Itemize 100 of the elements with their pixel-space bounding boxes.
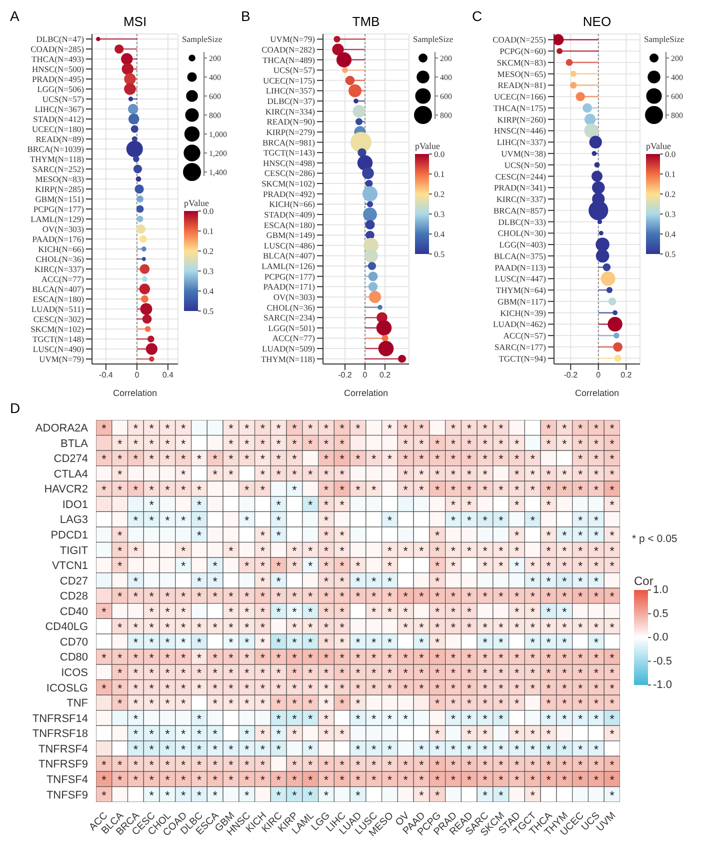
data-label: * bbox=[324, 681, 329, 696]
y-tick-label: PAAD(N=113) bbox=[494, 262, 546, 272]
data-label: * bbox=[133, 742, 138, 757]
data-label: * bbox=[276, 498, 282, 512]
data-label: * bbox=[180, 482, 186, 497]
data-label: * bbox=[324, 467, 329, 482]
legend-label: 400 bbox=[671, 73, 683, 82]
data-label: * bbox=[546, 696, 552, 711]
data-label: * bbox=[514, 467, 520, 482]
legend-label: 200 bbox=[671, 54, 683, 63]
data-label: * bbox=[196, 498, 202, 512]
data-label: * bbox=[292, 559, 298, 574]
data-label: * bbox=[419, 482, 424, 497]
data-label: * bbox=[196, 712, 202, 726]
data-label: * bbox=[276, 513, 282, 528]
data-label: * bbox=[403, 590, 408, 604]
y-tick-label: KICH(N=66) bbox=[269, 199, 316, 210]
chart-title: MSI bbox=[122, 14, 148, 29]
data-label: * bbox=[419, 666, 424, 680]
data-label: * bbox=[324, 620, 329, 634]
color-bar-label: 0.3 bbox=[665, 209, 676, 219]
y-tick-label: CTLA4 bbox=[54, 468, 88, 480]
data-label: * bbox=[117, 681, 122, 696]
data-label: * bbox=[149, 498, 154, 512]
data-label: * bbox=[196, 773, 202, 788]
data-label: * bbox=[450, 436, 456, 451]
data-label: * bbox=[228, 758, 234, 772]
data-label: * bbox=[308, 498, 314, 512]
data-label: * bbox=[482, 696, 488, 711]
data-label: * bbox=[610, 452, 615, 466]
y-tick-label: ESCA(N=180) bbox=[264, 220, 316, 230]
data-label: * bbox=[403, 681, 408, 696]
color-bar-label: 0.4 bbox=[665, 229, 676, 239]
x-axis-title: Correlation bbox=[112, 388, 158, 398]
data-label: * bbox=[578, 452, 583, 466]
data-label: * bbox=[403, 620, 408, 634]
data-label: * bbox=[450, 681, 456, 696]
data-label: * bbox=[117, 620, 122, 634]
data-label: * bbox=[196, 681, 202, 696]
data-label: * bbox=[308, 467, 314, 482]
data-label: * bbox=[435, 528, 440, 543]
data-label: * bbox=[419, 422, 424, 436]
data-label: * bbox=[372, 452, 377, 466]
data-label: * bbox=[435, 788, 440, 802]
data-label: * bbox=[276, 559, 282, 574]
data-label: * bbox=[403, 467, 408, 482]
y-tick-label: KICH(N=39) bbox=[500, 308, 546, 318]
data-label: * bbox=[403, 666, 408, 680]
data-label: * bbox=[212, 758, 218, 772]
data-label: * bbox=[324, 788, 329, 802]
data-label: * bbox=[466, 436, 472, 451]
data-label: * bbox=[530, 650, 536, 665]
data-label: * bbox=[308, 696, 314, 711]
data-label: * bbox=[196, 636, 202, 650]
data-label: * bbox=[244, 436, 250, 451]
data-label: * bbox=[466, 605, 472, 619]
data-label: * bbox=[308, 636, 314, 650]
data-label: * bbox=[260, 666, 266, 680]
data-label: * bbox=[578, 650, 583, 665]
data-label: * bbox=[340, 422, 345, 436]
y-tick-label: BLCA(N=375) bbox=[494, 250, 546, 261]
data-label: * bbox=[292, 544, 298, 558]
data-label: * bbox=[546, 681, 552, 696]
data-label: * bbox=[578, 666, 583, 680]
data-label: * bbox=[133, 544, 138, 558]
data-label: * bbox=[546, 590, 552, 604]
y-tick-label: READ(N=90) bbox=[266, 116, 316, 127]
data-label: * bbox=[546, 666, 552, 680]
data-label: * bbox=[562, 773, 568, 788]
data-label: * bbox=[276, 788, 282, 802]
data-label: * bbox=[562, 620, 568, 634]
data-label: * bbox=[578, 574, 583, 588]
data-label: * bbox=[180, 758, 186, 772]
data-label: * bbox=[482, 513, 488, 528]
data-label: * bbox=[133, 574, 138, 588]
legend-label: 200 bbox=[209, 54, 221, 63]
data-label: * bbox=[387, 559, 392, 574]
data-label: * bbox=[133, 650, 138, 665]
data-label: * bbox=[610, 422, 615, 436]
data-label: * bbox=[610, 590, 615, 604]
y-tick-label: ICOS bbox=[61, 667, 88, 680]
data-label: * bbox=[292, 773, 298, 788]
data-label: * bbox=[372, 681, 377, 696]
data-label: * bbox=[578, 422, 583, 436]
chart-title: NEO bbox=[582, 14, 612, 29]
legend-label: 200 bbox=[440, 54, 452, 63]
data-label: * bbox=[387, 712, 392, 726]
data-label: * bbox=[212, 452, 218, 466]
data-label: * bbox=[356, 559, 361, 574]
data-label: * bbox=[244, 727, 250, 742]
data-label: * bbox=[196, 482, 202, 497]
data-label: * bbox=[244, 620, 250, 634]
y-tick-label: TGCT(N=148) bbox=[32, 334, 84, 344]
data-label: * bbox=[180, 650, 186, 665]
data-label: * bbox=[372, 742, 377, 757]
data-label: * bbox=[562, 636, 568, 650]
data-label: * bbox=[165, 513, 170, 528]
data-label: * bbox=[276, 681, 282, 696]
data-label: * bbox=[610, 712, 615, 726]
data-label: * bbox=[387, 513, 392, 528]
